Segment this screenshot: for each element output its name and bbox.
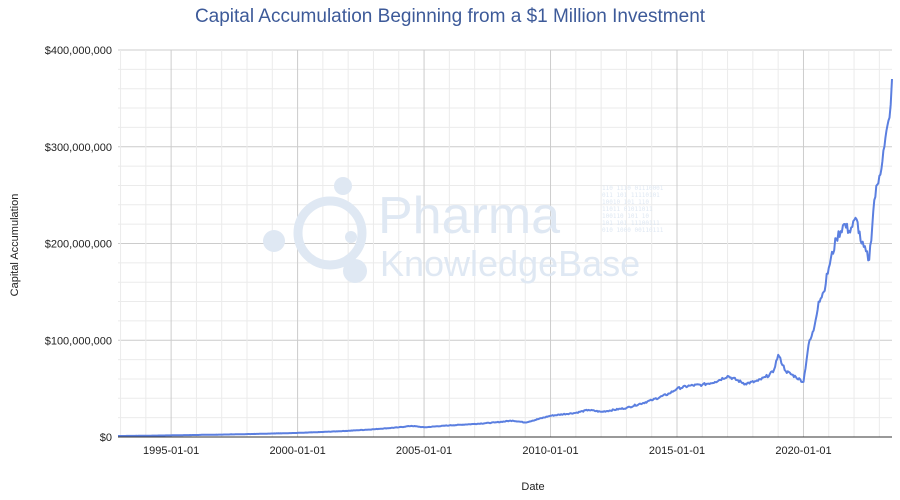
watermark-line2: KnowledgeBase xyxy=(380,243,640,284)
watermark-bits-row: 101 101 11100111 xyxy=(602,220,660,227)
y-tick-label: $200,000,000 xyxy=(45,239,112,251)
y-axis-title: Capital Accumulation xyxy=(9,194,21,297)
x-tick-label: 1995-01-01 xyxy=(143,445,199,457)
chart-title: Capital Accumulation Beginning from a $1… xyxy=(195,6,706,27)
y-tick-label: $0 xyxy=(100,432,112,444)
y-tick-label: $300,000,000 xyxy=(45,142,112,154)
x-tick-label: 2000-01-01 xyxy=(269,445,325,457)
watermark-bits-row: 110 1110 01110001 xyxy=(602,185,664,192)
x-axis: 1995-01-01 2000-01-01 2005-01-01 2010-01-01… xyxy=(143,445,832,457)
watermark-bits-row: 100110 101 10 xyxy=(602,213,649,220)
molecule-icon xyxy=(293,196,367,270)
watermark-bits-row: 010 1000 00110111 xyxy=(602,227,664,234)
watermark-bits-row: 10010 101 110 xyxy=(602,199,649,206)
x-tick-label: 2015-01-01 xyxy=(649,445,705,457)
y-tick-label: $400,000,000 xyxy=(45,45,112,57)
watermark-bits-row: 11011 01011011 xyxy=(602,206,653,213)
series-layer xyxy=(118,78,893,437)
x-tick-label: 2010-01-01 xyxy=(522,445,578,457)
x-tick-label: 2005-01-01 xyxy=(396,445,452,457)
series-line-capital-accumulation xyxy=(118,78,893,437)
y-axis: $0 $100,000,000 $200,000,000 $300,000,000 $4… xyxy=(45,45,112,444)
x-axis-title: Date xyxy=(521,481,544,493)
watermark-bits-row: 011 101 11110101 xyxy=(602,192,660,199)
watermark-line1: Pharma xyxy=(378,187,560,245)
molecule-nodes-icon xyxy=(263,177,367,283)
gridlines xyxy=(118,49,892,438)
x-tick-label: 2020-01-01 xyxy=(775,445,831,457)
y-tick-label: $100,000,000 xyxy=(45,335,112,347)
watermark-logo: Pharma KnowledgeBase 110 1110 0111000101… xyxy=(263,177,664,284)
